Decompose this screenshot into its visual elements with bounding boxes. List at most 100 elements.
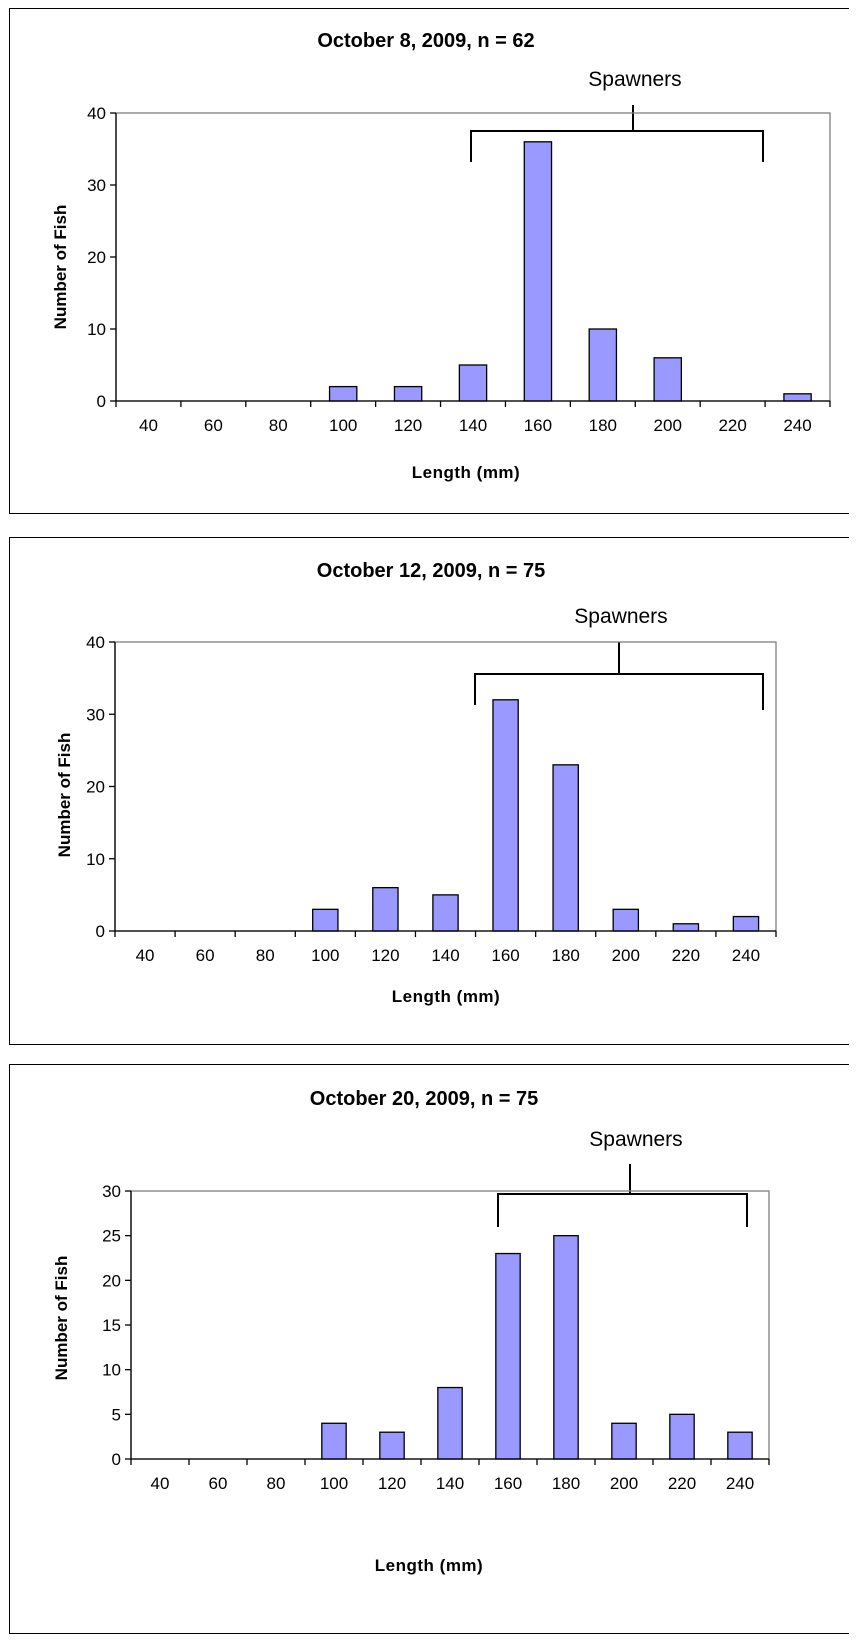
- bar-160: [492, 699, 519, 932]
- y-tick-label: 30: [87, 176, 106, 195]
- x-tick-label: 140: [459, 416, 487, 435]
- y-tick-label: 40: [86, 633, 105, 652]
- x-tick-label: 40: [136, 946, 155, 965]
- bar-180: [553, 1235, 579, 1460]
- x-tick-label: 220: [668, 1474, 696, 1493]
- x-tick-label: 160: [491, 946, 519, 965]
- x-tick-label: 220: [672, 946, 700, 965]
- y-axis-label: Number of Fish: [55, 733, 74, 858]
- spawners-bracket: [474, 642, 764, 710]
- x-tick-label: 100: [311, 946, 339, 965]
- bar-120: [393, 385, 423, 402]
- plot-area: 0 10 20 30 40 40 60 80 100 120 140 160 180 200 220 240: [86, 633, 777, 965]
- x-tick-label: 240: [726, 1474, 754, 1493]
- chart-panel-1: October 8, 2009, n = 62 Number of Fish L…: [9, 8, 849, 514]
- y-tick-label: 40: [87, 104, 106, 123]
- x-tick-label: 240: [783, 416, 811, 435]
- x-tick-label: 240: [732, 946, 760, 965]
- chart-panel-2: October 12, 2009, n = 75 Number of Fish …: [9, 537, 849, 1045]
- y-axis-label: Number of Fish: [52, 1256, 71, 1381]
- bar-120: [372, 886, 399, 932]
- bar-240: [727, 1431, 753, 1460]
- bar-140: [432, 894, 459, 932]
- spawners-annotation: Spawners: [497, 1128, 748, 1227]
- chart-panel-3: October 20, 2009, n = 75 Number of Fish …: [9, 1064, 849, 1634]
- bar-200: [611, 1422, 637, 1460]
- bar-200: [612, 908, 640, 932]
- x-tick-label: 140: [431, 946, 459, 965]
- x-tick-label: 60: [209, 1474, 228, 1493]
- x-tick-label: 80: [269, 416, 288, 435]
- bar-160: [523, 141, 553, 402]
- bar-160: [495, 1252, 521, 1460]
- x-tick-label: 60: [196, 946, 215, 965]
- y-tick-label: 30: [102, 1182, 121, 1201]
- x-tick-label: 100: [329, 416, 357, 435]
- plot-frame: [114, 641, 777, 932]
- x-tick-label: 140: [436, 1474, 464, 1493]
- bar-100: [328, 385, 358, 402]
- bar-140: [437, 1386, 463, 1460]
- x-tick-label: 180: [552, 1474, 580, 1493]
- x-tick-label: 60: [204, 416, 223, 435]
- x-tick-label: 160: [524, 416, 552, 435]
- chart-svg-1: October 8, 2009, n = 62 Number of Fish L…: [51, 30, 831, 482]
- y-tick-label: 0: [112, 1450, 121, 1469]
- plot-area: 0 10 20 30 40 40 60 80 100 120 140 160 180 200 220 240: [87, 104, 831, 435]
- bar-240: [783, 393, 812, 402]
- y-tick-label: 25: [102, 1227, 121, 1246]
- y-axis-label: Number of Fish: [51, 205, 70, 330]
- y-tick-label: 0: [96, 922, 105, 941]
- spawners-annotation: Spawners: [474, 605, 764, 710]
- bar-180: [552, 764, 579, 932]
- chart-title: October 8, 2009, n = 62: [317, 30, 534, 52]
- spawners-bracket: [470, 105, 764, 162]
- y-tick-label: 10: [87, 320, 106, 339]
- spawners-label: Spawners: [574, 605, 667, 628]
- x-tick-label: 200: [654, 416, 682, 435]
- x-tick-label: 120: [394, 416, 422, 435]
- x-axis-label: Length (mm): [392, 987, 500, 1006]
- spawners-label: Spawners: [588, 68, 681, 91]
- y-tick-label: 10: [86, 850, 105, 869]
- bar-100: [321, 1422, 347, 1460]
- x-axis-label: Length (mm): [375, 1556, 483, 1575]
- spawners-annotation: Spawners: [470, 68, 764, 162]
- chart-title: October 12, 2009, n = 75: [317, 560, 545, 582]
- chart-svg-3: October 20, 2009, n = 75 Number of Fish …: [52, 1088, 770, 1575]
- y-tick-label: 20: [102, 1271, 121, 1290]
- y-tick-label: 15: [102, 1316, 121, 1335]
- y-tick-label: 5: [112, 1405, 121, 1424]
- x-tick-label: 120: [371, 946, 399, 965]
- bar-120: [379, 1431, 405, 1460]
- plot-area: 0 5 10 15 20 25 30 40 60 80 100 120 140 160 180 200 220 2…: [102, 1182, 770, 1493]
- chart-svg-2: October 12, 2009, n = 75 Number of Fish …: [55, 560, 777, 1006]
- bar-240: [732, 915, 760, 932]
- x-tick-label: 220: [718, 416, 746, 435]
- spawners-label: Spawners: [589, 1128, 682, 1151]
- y-tick-label: 30: [86, 705, 105, 724]
- x-axis-label: Length (mm): [412, 463, 520, 482]
- x-tick-label: 180: [589, 416, 617, 435]
- x-tick-label: 40: [151, 1474, 170, 1493]
- y-tick-label: 20: [87, 248, 106, 267]
- x-tick-label: 160: [494, 1474, 522, 1493]
- x-tick-label: 80: [256, 946, 275, 965]
- x-tick-label: 200: [612, 946, 640, 965]
- x-tick-label: 200: [610, 1474, 638, 1493]
- spawners-bracket: [497, 1164, 748, 1227]
- y-tick-label: 20: [86, 778, 105, 797]
- x-tick-label: 120: [378, 1474, 406, 1493]
- bar-200: [653, 357, 683, 402]
- plot-frame: [115, 112, 831, 402]
- bar-180: [588, 328, 618, 402]
- y-tick-label: 0: [97, 392, 106, 411]
- bar-140: [458, 364, 488, 402]
- x-tick-label: 180: [551, 946, 579, 965]
- x-tick-label: 80: [267, 1474, 286, 1493]
- chart-title: October 20, 2009, n = 75: [310, 1088, 538, 1110]
- y-tick-label: 10: [102, 1361, 121, 1380]
- bar-220: [672, 923, 700, 932]
- x-tick-label: 100: [320, 1474, 348, 1493]
- bar-100: [312, 908, 339, 932]
